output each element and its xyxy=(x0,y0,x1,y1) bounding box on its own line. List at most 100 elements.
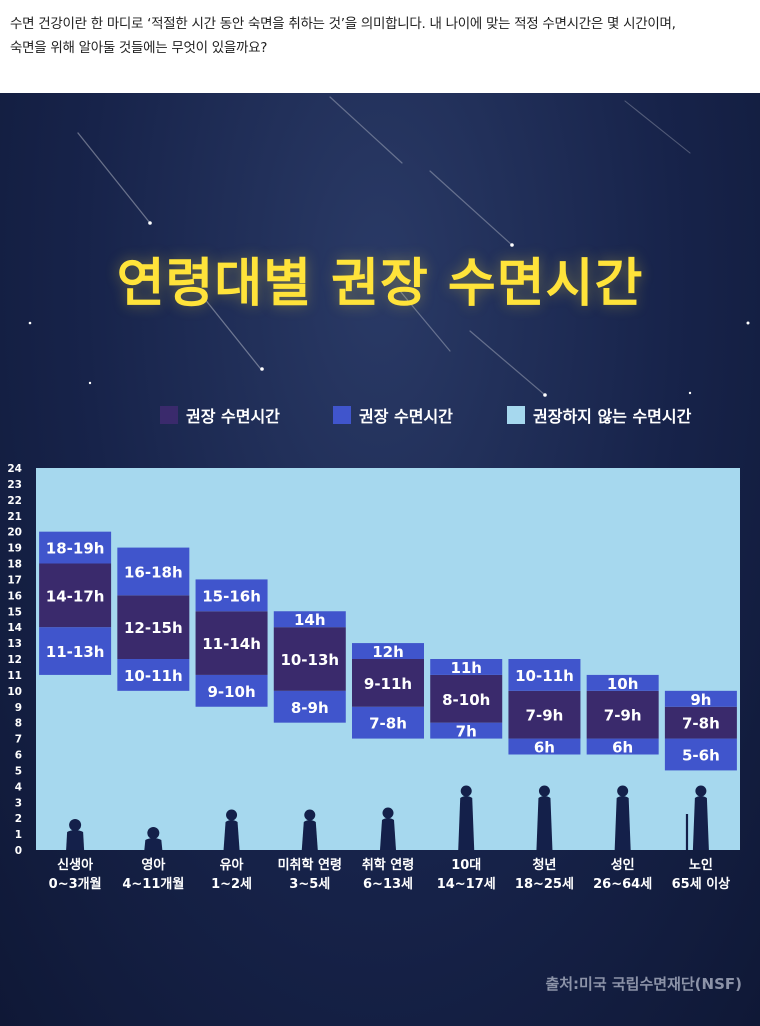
bar-value-label: 14-17h xyxy=(46,587,105,605)
bar-may-be-appropriate xyxy=(117,547,190,596)
bar-value-label: 7-8h xyxy=(682,715,720,733)
x-axis-label: 취학 연령 6~13세 xyxy=(343,856,433,894)
bar-may-be-appropriate xyxy=(664,690,737,707)
bar-value-label: 14h xyxy=(294,611,326,629)
bar-value-label: 15-16h xyxy=(202,587,261,605)
legend-label: 권장하지 않는 수면시간 xyxy=(533,407,692,426)
y-tick-label: 2 xyxy=(15,813,22,825)
y-tick-label: 23 xyxy=(7,479,22,491)
bar-may-be-appropriate xyxy=(39,531,112,564)
newborn-silhouette-icon xyxy=(66,819,85,850)
bar-recommended xyxy=(508,690,581,739)
y-tick-label: 8 xyxy=(15,718,22,730)
y-tick-label: 14 xyxy=(7,622,22,634)
age-range: 65세 이상 xyxy=(671,877,731,892)
bar-value-label: 7h xyxy=(456,723,477,741)
bar-may-be-appropriate xyxy=(273,611,346,628)
poster-title: 연령대별 권장 수면시간 xyxy=(116,254,644,314)
age-range: 26~64세 xyxy=(593,877,653,892)
y-tick-label: 21 xyxy=(7,511,22,523)
age-range: 4~11개월 xyxy=(122,877,185,892)
bar-may-be-appropriate xyxy=(430,659,503,675)
age-group-name: 10대 xyxy=(451,858,482,873)
y-tick-label: 1 xyxy=(15,829,22,841)
bar-value-label: 8-9h xyxy=(291,699,329,717)
y-tick-label: 0 xyxy=(15,845,22,857)
age-group-name: 청년 xyxy=(532,858,557,873)
y-tick-label: 16 xyxy=(7,590,22,602)
x-axis-label: 미취학 연령 3~5세 xyxy=(265,856,355,894)
y-tick-label: 9 xyxy=(15,702,22,714)
age-group-name: 영아 xyxy=(141,858,166,873)
y-tick-label: 17 xyxy=(7,574,22,586)
x-axis-label: 영아 4~11개월 xyxy=(108,856,198,894)
legend-item-may-be-appropriate: 권장 수면시간 xyxy=(333,404,453,426)
y-tick-label: 22 xyxy=(7,495,22,507)
x-axis-label: 청년 18~25세 xyxy=(499,856,589,894)
x-axis-label: 신생아 0~3개월 xyxy=(30,856,120,894)
bar-recommended xyxy=(664,706,737,739)
bar-value-label: 9h xyxy=(690,691,711,709)
bar-value-label: 18-19h xyxy=(46,540,105,558)
crawling-baby-silhouette-icon xyxy=(144,827,163,850)
bar-recommended xyxy=(352,659,424,707)
age-group-name: 미취학 연령 xyxy=(277,858,342,873)
bar-value-label: 6h xyxy=(612,739,633,757)
jumping-child-silhouette-icon xyxy=(301,809,318,850)
intro-text: 수면 건강이란 한 마디로 ‘적절한 시간 동안 숙면을 취하는 것’을 의미합… xyxy=(10,12,750,60)
y-tick-label: 18 xyxy=(7,559,22,571)
bar-may-be-appropriate xyxy=(117,659,190,691)
bar-value-label: 6h xyxy=(534,739,555,757)
x-axis-label: 유아 1~2세 xyxy=(187,856,277,894)
bar-value-label: 16-18h xyxy=(124,563,183,581)
bar-may-be-appropriate xyxy=(273,690,346,723)
age-group-name: 취학 연령 xyxy=(361,858,415,873)
legend-swatch xyxy=(333,406,351,424)
age-group-name: 신생아 xyxy=(57,858,94,873)
source-credit: 출처:미국 국립수면재단(NSF) xyxy=(545,975,742,993)
bar-may-be-appropriate xyxy=(508,659,581,691)
y-tick-label: 5 xyxy=(15,765,22,777)
age-group-name: 성인 xyxy=(610,858,635,873)
bar-may-be-appropriate xyxy=(508,738,581,755)
bar-may-be-appropriate xyxy=(352,706,424,739)
bar-value-label: 12h xyxy=(372,643,404,661)
elderly-with-cane-silhouette-icon xyxy=(685,785,709,850)
y-tick-label: 4 xyxy=(15,781,22,793)
legend-item-not-recommended: 권장하지 않는 수면시간 xyxy=(507,404,691,426)
stars xyxy=(28,221,750,397)
bar-value-label: 5-6h xyxy=(682,747,720,765)
age-range: 14~17세 xyxy=(436,877,496,892)
sleep-infographic: 0 1 2 3 4 5 6 7 8 9 10 11 12 13 14 15 16 17 18 19 20 21 22 23 24… xyxy=(0,93,760,1026)
age-group-name: 유아 xyxy=(219,858,244,873)
bar-may-be-appropriate xyxy=(430,722,503,739)
sleep-chart: 0123456789101112131415161718192021222324… xyxy=(7,463,740,857)
x-axis-label: 성인 26~64세 xyxy=(578,856,668,894)
y-tick-label: 12 xyxy=(7,654,22,666)
legend-swatch xyxy=(160,406,178,424)
young-adult-silhouette-icon xyxy=(536,785,553,850)
y-tick-label: 19 xyxy=(7,543,22,555)
age-range: 18~25세 xyxy=(514,877,574,892)
bar-recommended xyxy=(195,611,268,675)
age-range: 3~5세 xyxy=(289,877,331,892)
bar-value-label: 10-13h xyxy=(280,651,339,669)
bar-value-label: 7-9h xyxy=(526,707,564,725)
y-tick-label: 3 xyxy=(15,797,22,809)
y-tick-label: 10 xyxy=(7,686,22,698)
bar-value-label: 10-11h xyxy=(515,667,574,685)
x-axis-label: 10대 14~17세 xyxy=(421,856,511,894)
night-sky-decoration: 0123456789101112131415161718192021222324… xyxy=(7,96,750,857)
bar-recommended xyxy=(39,563,112,628)
bar-recommended xyxy=(586,690,659,739)
age-range: 1~2세 xyxy=(211,877,253,892)
bar-value-label: 11-13h xyxy=(46,643,105,661)
intro-line-1: 수면 건강이란 한 마디로 ‘적절한 시간 동안 숙면을 취하는 것’을 의미합… xyxy=(10,16,676,32)
y-tick-label: 11 xyxy=(7,670,22,682)
bar-value-label: 7-9h xyxy=(604,707,642,725)
bar-value-label: 11h xyxy=(450,659,482,677)
bar-value-label: 10-11h xyxy=(124,667,183,685)
age-group-name: 노인 xyxy=(688,858,713,873)
teen-silhouette-icon xyxy=(458,785,475,850)
bar-value-label: 11-14h xyxy=(202,635,261,653)
